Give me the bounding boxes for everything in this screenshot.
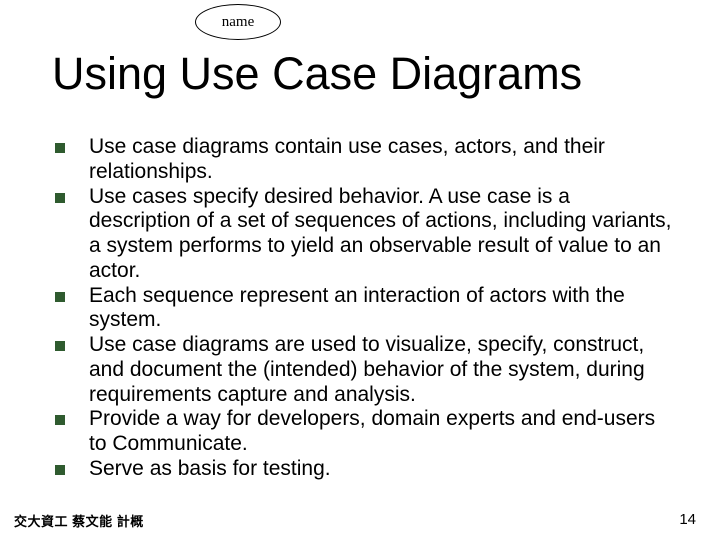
name-oval: name — [195, 4, 281, 40]
slide: name Using Use Case Diagrams Use case di… — [0, 0, 720, 540]
bullet-marker-icon — [55, 193, 65, 203]
bullet-item: Use case diagrams contain use cases, act… — [55, 135, 675, 185]
name-oval-label: name — [222, 14, 254, 31]
bullet-list: Use case diagrams contain use cases, act… — [55, 135, 675, 482]
bullet-text: Serve as basis for testing. — [89, 457, 675, 482]
bullet-item: Use cases specify desired behavior. A us… — [55, 185, 675, 284]
bullet-item: Use case diagrams are used to visualize,… — [55, 333, 675, 407]
bullet-text: Use case diagrams are used to visualize,… — [89, 333, 675, 407]
bullet-marker-icon — [55, 465, 65, 475]
page-number: 14 — [679, 511, 696, 528]
bullet-marker-icon — [55, 415, 65, 425]
footer-left: 交大資工 蔡文能 計概 — [14, 511, 144, 530]
bullet-item: Provide a way for developers, domain exp… — [55, 407, 675, 457]
bullet-marker-icon — [55, 143, 65, 153]
bullet-marker-icon — [55, 341, 65, 351]
bullet-marker-icon — [55, 292, 65, 302]
bullet-text: Use case diagrams contain use cases, act… — [89, 135, 675, 185]
bullet-text: Use cases specify desired behavior. A us… — [89, 185, 675, 284]
bullet-text: Provide a way for developers, domain exp… — [89, 407, 675, 457]
bullet-text: Each sequence represent an interaction o… — [89, 284, 675, 334]
bullet-item: Each sequence represent an interaction o… — [55, 284, 675, 334]
bullet-item: Serve as basis for testing. — [55, 457, 675, 482]
slide-title: Using Use Case Diagrams — [52, 48, 582, 100]
